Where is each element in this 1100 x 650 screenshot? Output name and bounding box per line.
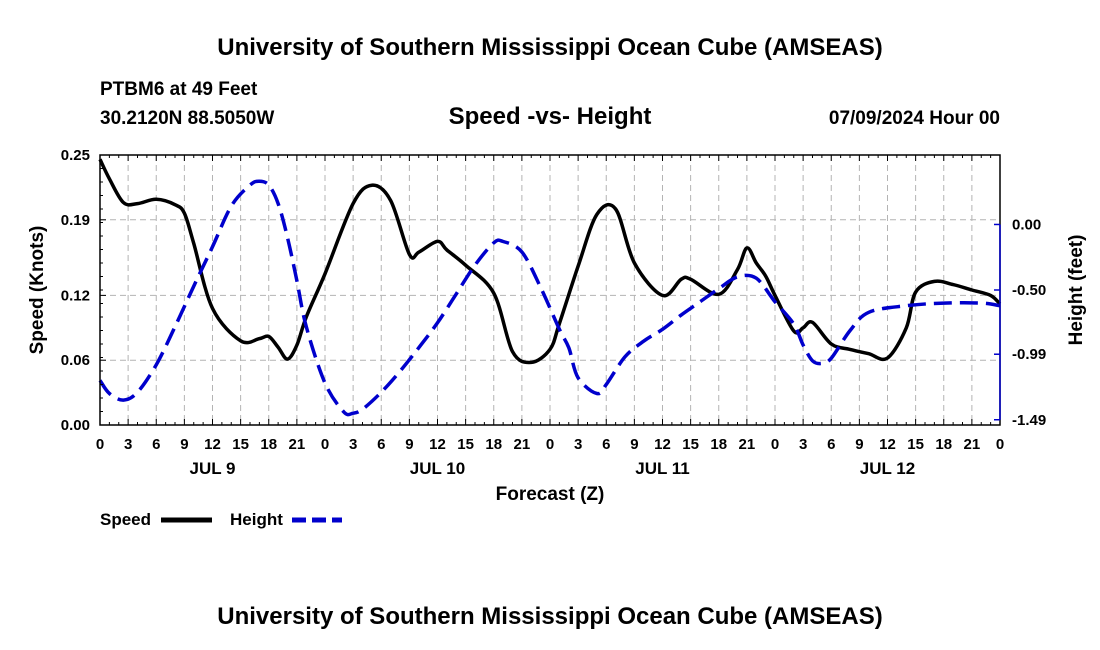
x-tick-label: 15 bbox=[682, 436, 699, 453]
day-label: JUL 10 bbox=[410, 459, 465, 478]
y-left-tick-label: 0.25 bbox=[61, 147, 90, 164]
x-tick-label: 6 bbox=[602, 436, 610, 453]
x-tick-label: 21 bbox=[289, 436, 306, 453]
x-tick-label: 9 bbox=[855, 436, 863, 453]
legend: Speed Height bbox=[100, 510, 342, 529]
axes: 0 3 6 9 12 15 18 21 0 3 6 9 12 15 18 21 0 3 6 9 12 15 18 21 0 3 6 9… bbox=[61, 147, 1046, 478]
x-tick-label: 12 bbox=[879, 436, 896, 453]
x-tick-label: 15 bbox=[232, 436, 249, 453]
x-tick-label: 3 bbox=[124, 436, 132, 453]
x-tick-label: 6 bbox=[377, 436, 385, 453]
day-label: JUL 12 bbox=[860, 459, 915, 478]
x-tick-label: 3 bbox=[349, 436, 357, 453]
x-tick-label: 0 bbox=[996, 436, 1004, 453]
x-tick-label: 12 bbox=[204, 436, 221, 453]
y-axis-left-title: Speed (Knots) bbox=[27, 226, 48, 355]
coords-label: 30.2120N 88.5050W bbox=[100, 108, 274, 129]
x-tick-label: 18 bbox=[485, 436, 502, 453]
grid bbox=[100, 155, 1000, 425]
y-right-tick-label: -0.99 bbox=[1012, 346, 1046, 363]
x-tick-label: 15 bbox=[457, 436, 474, 453]
x-tick-label: 0 bbox=[771, 436, 779, 453]
chart-title: Speed -vs- Height bbox=[449, 103, 652, 130]
x-tick-label: 9 bbox=[180, 436, 188, 453]
series-group bbox=[98, 158, 1002, 417]
y-axis-right-title: Height (feet) bbox=[1066, 235, 1087, 346]
x-tick-label: 21 bbox=[514, 436, 531, 453]
day-label: JUL 9 bbox=[190, 459, 236, 478]
x-tick-label: 0 bbox=[96, 436, 104, 453]
y-right-tick-label: -0.50 bbox=[1012, 282, 1046, 299]
page-title: University of Southern Mississippi Ocean… bbox=[217, 34, 882, 61]
y-left-tick-label: 0.19 bbox=[61, 212, 90, 229]
y-left-tick-label: 0.00 bbox=[61, 417, 90, 434]
series-line-speed bbox=[98, 158, 1002, 365]
day-label: JUL 11 bbox=[635, 459, 690, 478]
x-tick-label: 21 bbox=[964, 436, 981, 453]
legend-speed-label: Speed bbox=[100, 510, 151, 529]
footer-title: University of Southern Mississippi Ocean… bbox=[217, 603, 882, 630]
x-tick-label: 0 bbox=[321, 436, 329, 453]
x-tick-label: 0 bbox=[546, 436, 554, 453]
x-axis-title: Forecast (Z) bbox=[496, 484, 605, 505]
x-tick-label: 3 bbox=[574, 436, 582, 453]
x-tick-label: 12 bbox=[429, 436, 446, 453]
y-right-tick-label: 0.00 bbox=[1012, 216, 1041, 233]
x-tick-label: 9 bbox=[630, 436, 638, 453]
forecast-date: 07/09/2024 Hour 00 bbox=[829, 108, 1000, 129]
x-tick-label: 18 bbox=[710, 436, 727, 453]
y-right-tick-label: -1.49 bbox=[1012, 412, 1046, 429]
x-tick-label: 18 bbox=[935, 436, 952, 453]
x-tick-label: 15 bbox=[907, 436, 924, 453]
legend-height-label: Height bbox=[230, 510, 283, 529]
y-left-tick-label: 0.12 bbox=[61, 287, 90, 304]
x-tick-label: 21 bbox=[739, 436, 756, 453]
x-tick-label: 12 bbox=[654, 436, 671, 453]
x-tick-label: 9 bbox=[405, 436, 413, 453]
x-tick-label: 18 bbox=[260, 436, 277, 453]
x-tick-label: 6 bbox=[152, 436, 160, 453]
station-label: PTBM6 at 49 Feet bbox=[100, 79, 258, 100]
series-line-height bbox=[98, 179, 1001, 417]
y-left-tick-label: 0.06 bbox=[61, 352, 90, 369]
x-tick-label: 3 bbox=[799, 436, 807, 453]
x-tick-label: 6 bbox=[827, 436, 835, 453]
